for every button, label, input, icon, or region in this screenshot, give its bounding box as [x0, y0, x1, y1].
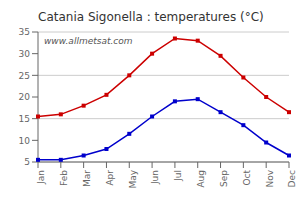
html-text:Catania Sigonella : temperatur: Catania Sigonella : temperatures (°C) [38, 10, 264, 24]
svg-text:Jul: Jul [173, 170, 183, 182]
svg-text:Feb: Feb [59, 170, 69, 186]
svg-text:35: 35 [19, 27, 30, 37]
svg-text:Dec: Dec [287, 170, 297, 187]
svg-text:Oct: Oct [242, 170, 252, 186]
svg-text:Mar: Mar [82, 170, 92, 187]
svg-text:Jan: Jan [36, 170, 46, 185]
svg-text:May: May [128, 169, 138, 188]
svg-text:Apr: Apr [105, 170, 115, 186]
svg-text:Nov: Nov [265, 169, 275, 187]
html-text:www.allmetsat.com: www.allmetsat.com [44, 36, 133, 46]
svg-text:10: 10 [19, 136, 31, 146]
svg-text:20: 20 [19, 92, 31, 102]
svg-text:Jun: Jun [150, 170, 160, 185]
svg-text:15: 15 [19, 114, 30, 124]
svg-text:5: 5 [24, 157, 30, 167]
svg-text:30: 30 [19, 49, 31, 59]
svg-text:25: 25 [19, 71, 30, 81]
svg-text:Aug: Aug [196, 170, 206, 188]
svg-text:Sep: Sep [219, 170, 229, 187]
